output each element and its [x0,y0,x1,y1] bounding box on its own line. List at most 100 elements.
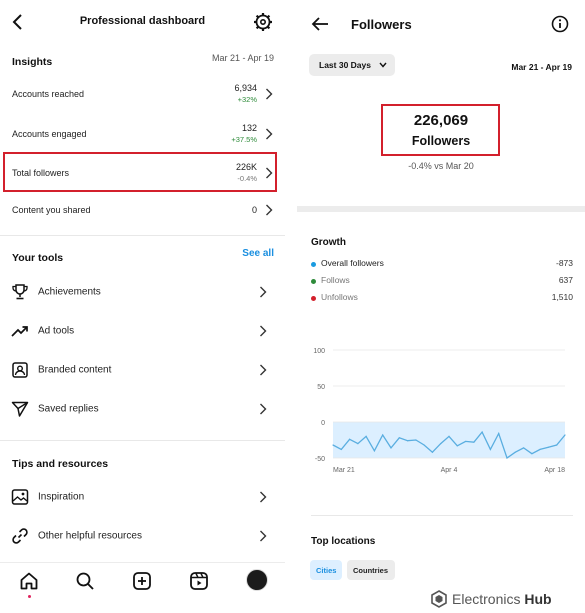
data-point [556,444,558,446]
metric-total-followers[interactable]: Total followers 226K -0.4% [0,153,285,193]
section-divider [297,206,585,212]
data-point [390,447,392,449]
data-point [415,439,417,441]
tab-cities[interactable]: Cities [310,560,342,580]
y-tick-label: 0 [321,420,325,427]
legend-value: 1,510 [551,292,573,302]
legend-dot [311,279,316,284]
data-point [423,444,425,446]
send-icon [11,401,29,417]
highlight-box [3,152,277,192]
insights-date-range: Mar 21 - Apr 19 [211,53,274,63]
legend-label: Follows [321,275,350,285]
y-tick-label: -50 [315,456,325,463]
top-locations-title: Top locations [311,536,376,547]
page-title: Followers [351,17,412,32]
data-point [489,448,492,450]
y-tick-label: 50 [317,384,325,391]
gear-icon[interactable] [253,12,273,32]
tool-achievements[interactable]: Achievements [0,274,285,310]
data-point [506,457,508,459]
chevron-right-icon [260,530,267,542]
create-icon[interactable] [132,571,152,591]
reels-icon[interactable] [189,571,209,591]
metric-label: Total followers [12,168,70,178]
insights-header: Insights Mar 21 - Apr 19 [12,52,274,70]
highlight-box [381,104,500,156]
data-point [498,432,500,435]
chevron-right-icon [260,491,267,503]
divider [311,515,573,516]
data-point [531,453,533,455]
data-point [332,444,334,446]
tools-title: Your tools [12,252,64,264]
legend-dot [311,262,316,267]
metric-label: Accounts engaged [12,129,87,139]
home-icon[interactable] [19,571,39,591]
tip-inspiration[interactable]: Inspiration [0,479,285,515]
trophy-icon [12,284,28,300]
chevron-right-icon [260,403,267,415]
metric-change: +37.5% [231,135,257,144]
panel-separator [285,0,297,613]
data-point [514,451,516,453]
metric-content-shared[interactable]: Content you shared 0 [0,190,285,230]
chevron-right-icon [260,325,267,337]
followers-change: -0.4% vs Mar 20 [408,161,474,171]
data-point [481,431,483,433]
insights-title: Insights [12,56,53,68]
tip-other-resources[interactable]: Other helpful resources [0,518,285,554]
watermark: Electronics Hub [430,588,580,610]
data-point [539,448,541,450]
arrow-left-icon[interactable] [311,16,329,32]
filter-row: Last 30 Days Mar 21 - Apr 19 [297,54,585,78]
growth-unfollows: Unfollows 1,510 [311,292,573,306]
watermark-text: Electronics Hub [452,591,552,607]
tab-countries[interactable]: Countries [347,560,395,580]
data-point [547,446,550,448]
chevron-right-icon [266,88,273,100]
tool-ad-tools[interactable]: Ad tools [0,313,285,349]
chevron-left-icon[interactable] [10,12,26,32]
metric-value: 226K [235,162,257,172]
search-icon[interactable] [75,571,95,591]
see-all-link[interactable]: See all [242,248,274,259]
page-title: Professional dashboard [79,15,206,27]
date-filter-dropdown[interactable]: Last 30 Days [309,54,395,76]
data-point [564,434,566,436]
trending-up-icon [11,326,28,337]
metric-value: 132 [241,123,257,133]
legend-value: 637 [558,275,573,285]
chevron-right-icon [266,128,273,140]
x-tick-label: Apr 18 [544,467,565,474]
followers-panel: Followers Last 30 Days Mar 21 - Apr 19 2… [297,0,585,613]
data-point [398,437,400,439]
tool-label: Achievements [38,286,101,298]
data-point [522,447,525,449]
data-point [406,440,409,442]
data-point [456,445,458,447]
growth-overall-followers: Overall followers -873 [311,258,573,272]
divider [0,440,285,441]
watermark-text-bold: Hub [524,591,552,607]
growth-title: Growth [311,237,346,248]
tool-label: Branded content [38,364,112,376]
tool-saved-replies[interactable]: Saved replies [0,391,285,427]
growth-follows: Follows 637 [311,275,573,289]
followers-count: 226,069 [413,112,469,129]
tips-header: Tips and resources [12,454,274,472]
profile-avatar[interactable] [246,569,268,591]
metric-accounts-engaged[interactable]: Accounts engaged 132 +37.5% [0,114,285,154]
chevron-down-icon [379,62,387,68]
metric-accounts-reached[interactable]: Accounts reached 6,934 +32% [0,74,285,114]
info-icon[interactable] [551,15,569,33]
link-icon [12,528,28,544]
data-point [373,450,376,452]
followers-label: Followers [411,134,471,148]
legend-label: Unfollows [321,292,358,302]
chevron-right-icon [266,204,273,216]
tool-branded-content[interactable]: Branded content [0,352,285,388]
data-point [365,435,367,437]
growth-chart: 100 50 0 -50 Mar 21 Apr 4 Apr 18 [313,348,566,474]
tip-label: Other helpful resources [38,530,142,542]
